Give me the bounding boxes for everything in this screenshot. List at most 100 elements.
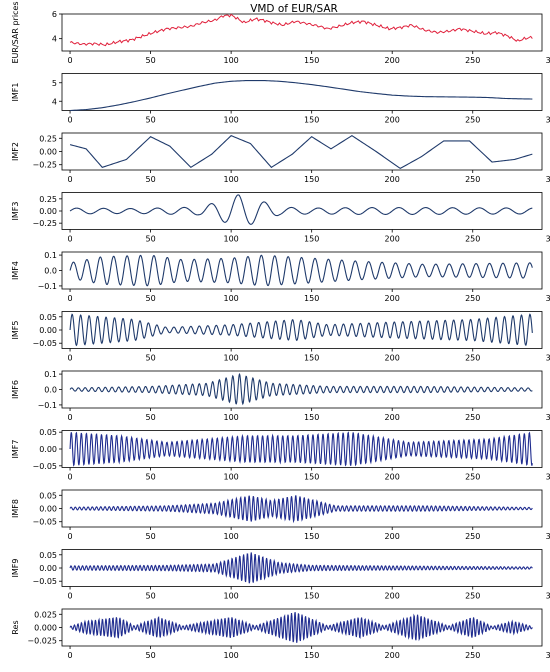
x-tick-label: 250 (465, 116, 480, 125)
panel-imf5: IMF5 −0.05 0.00 0.05 0 50 100 150 200 250 300 (11, 311, 550, 363)
y-tick-label: −0.25 (32, 161, 57, 170)
x-tick-label: 150 (304, 532, 319, 541)
x-tick-label: 0 (68, 116, 73, 125)
y-axis-label: IMF3 (11, 202, 20, 221)
x-tick-label: 100 (223, 175, 238, 184)
x-tick-label: 50 (145, 413, 155, 422)
plot-frame (61, 132, 543, 171)
x-tick-label: 150 (304, 592, 319, 601)
x-tick-label: 50 (145, 294, 155, 303)
x-tick-label: 100 (223, 651, 238, 660)
y-axis-label: IMF5 (11, 321, 20, 340)
series-line (69, 134, 533, 170)
x-tick-label: 200 (385, 532, 400, 541)
x-tick-label: 250 (465, 235, 480, 244)
x-tick-label: 50 (145, 56, 155, 65)
x-tick-label: 200 (385, 116, 400, 125)
x-tick-label: 100 (223, 235, 238, 244)
x-tick-label: 150 (304, 413, 319, 422)
x-tick-label: 50 (145, 651, 155, 660)
x-tick-label: 100 (223, 473, 238, 482)
x-tick-label: 250 (465, 56, 480, 65)
y-tick-label: 0.05 (39, 491, 57, 500)
x-tick-label: 0 (68, 413, 73, 422)
y-tick-label: −0.05 (32, 577, 57, 586)
x-tick-label: 250 (465, 294, 480, 303)
y-axis-label: IMF4 (11, 261, 20, 280)
x-tick-label: 250 (465, 651, 480, 660)
x-tick-label: 300 (546, 116, 550, 125)
y-tick-label: −0.25 (32, 219, 57, 228)
x-tick-label: 100 (223, 56, 238, 65)
panel-imf2: IMF2 −0.25 0.00 0.25 0 50 100 150 200 250 300 (11, 132, 550, 184)
x-tick-label: 50 (145, 354, 155, 363)
x-tick-label: 250 (465, 473, 480, 482)
x-tick-label: 250 (465, 532, 480, 541)
x-tick-label: 300 (546, 413, 550, 422)
panel-eur-sar-prices: EUR/SAR prices 4 6 0 50 100 150 200 250 300 (11, 1, 550, 65)
x-tick-label: 300 (546, 473, 550, 482)
x-tick-label: 50 (145, 592, 155, 601)
panel-imf8: IMF8 −0.05 0.00 0.05 0 50 100 150 200 250 300 (11, 489, 550, 541)
plot-frame (61, 73, 543, 111)
y-tick-label: 4 (52, 97, 57, 106)
x-tick-label: 0 (68, 175, 73, 184)
x-tick-label: 300 (546, 294, 550, 303)
y-tick-label: −0.05 (32, 339, 57, 348)
y-tick-label: 4 (52, 35, 57, 44)
x-tick-label: 50 (145, 473, 155, 482)
x-tick-label: 300 (546, 651, 550, 660)
x-tick-label: 150 (304, 294, 319, 303)
series-line (69, 313, 533, 347)
y-tick-label: 0.05 (39, 551, 57, 560)
x-tick-label: 150 (304, 235, 319, 244)
y-tick-label: 0.25 (39, 134, 57, 143)
x-tick-label: 300 (546, 592, 550, 601)
x-tick-label: 150 (304, 651, 319, 660)
x-tick-label: 0 (68, 651, 73, 660)
x-tick-label: 0 (68, 235, 73, 244)
series-line (69, 372, 533, 406)
x-tick-label: 0 (68, 56, 73, 65)
x-tick-label: 100 (223, 413, 238, 422)
x-tick-label: 100 (223, 592, 238, 601)
panel-imf3: IMF3 −0.25 0.00 0.25 0 50 100 150 200 250 300 (11, 192, 550, 244)
series-line (69, 13, 533, 47)
y-tick-label: 0.00 (39, 207, 57, 216)
y-tick-label: −0.05 (32, 462, 57, 471)
x-tick-label: 0 (68, 294, 73, 303)
y-tick-label: 0.1 (44, 251, 57, 260)
x-tick-label: 0 (68, 473, 73, 482)
x-tick-label: 200 (385, 651, 400, 660)
panel-imf4: IMF4 −0.1 0.0 0.1 0 50 100 150 200 250 300 (11, 251, 550, 303)
x-tick-label: 100 (223, 354, 238, 363)
y-tick-label: 0.0 (44, 386, 57, 395)
panel-res: Res −0.025 0.000 0.025 0 50 100 150 200 250 300 (11, 608, 550, 660)
x-tick-label: 0 (68, 592, 73, 601)
x-tick-label: 0 (68, 354, 73, 363)
series-line (70, 79, 533, 112)
x-tick-label: 200 (385, 56, 400, 65)
y-axis-label: IMF6 (11, 380, 20, 399)
x-tick-label: 300 (546, 532, 550, 541)
y-tick-label: −0.1 (38, 282, 57, 291)
series-line (69, 612, 533, 643)
y-axis-label: IMF1 (11, 83, 20, 102)
x-tick-label: 150 (304, 354, 319, 363)
y-axis-label: Res (11, 620, 20, 634)
x-tick-label: 100 (223, 294, 238, 303)
x-tick-label: 300 (546, 354, 550, 363)
x-tick-label: 200 (385, 354, 400, 363)
x-tick-label: 250 (465, 354, 480, 363)
x-tick-label: 250 (465, 175, 480, 184)
y-tick-label: −0.05 (32, 518, 57, 527)
y-tick-label: 0.00 (39, 445, 57, 454)
figure-title: VMD of EUR/SAR (250, 3, 338, 15)
y-tick-label: 0.00 (39, 326, 57, 335)
x-tick-label: 150 (304, 116, 319, 125)
x-tick-label: 250 (465, 592, 480, 601)
x-tick-label: 250 (465, 413, 480, 422)
y-tick-label: 0.00 (39, 505, 57, 514)
y-tick-label: 0.00 (39, 564, 57, 573)
